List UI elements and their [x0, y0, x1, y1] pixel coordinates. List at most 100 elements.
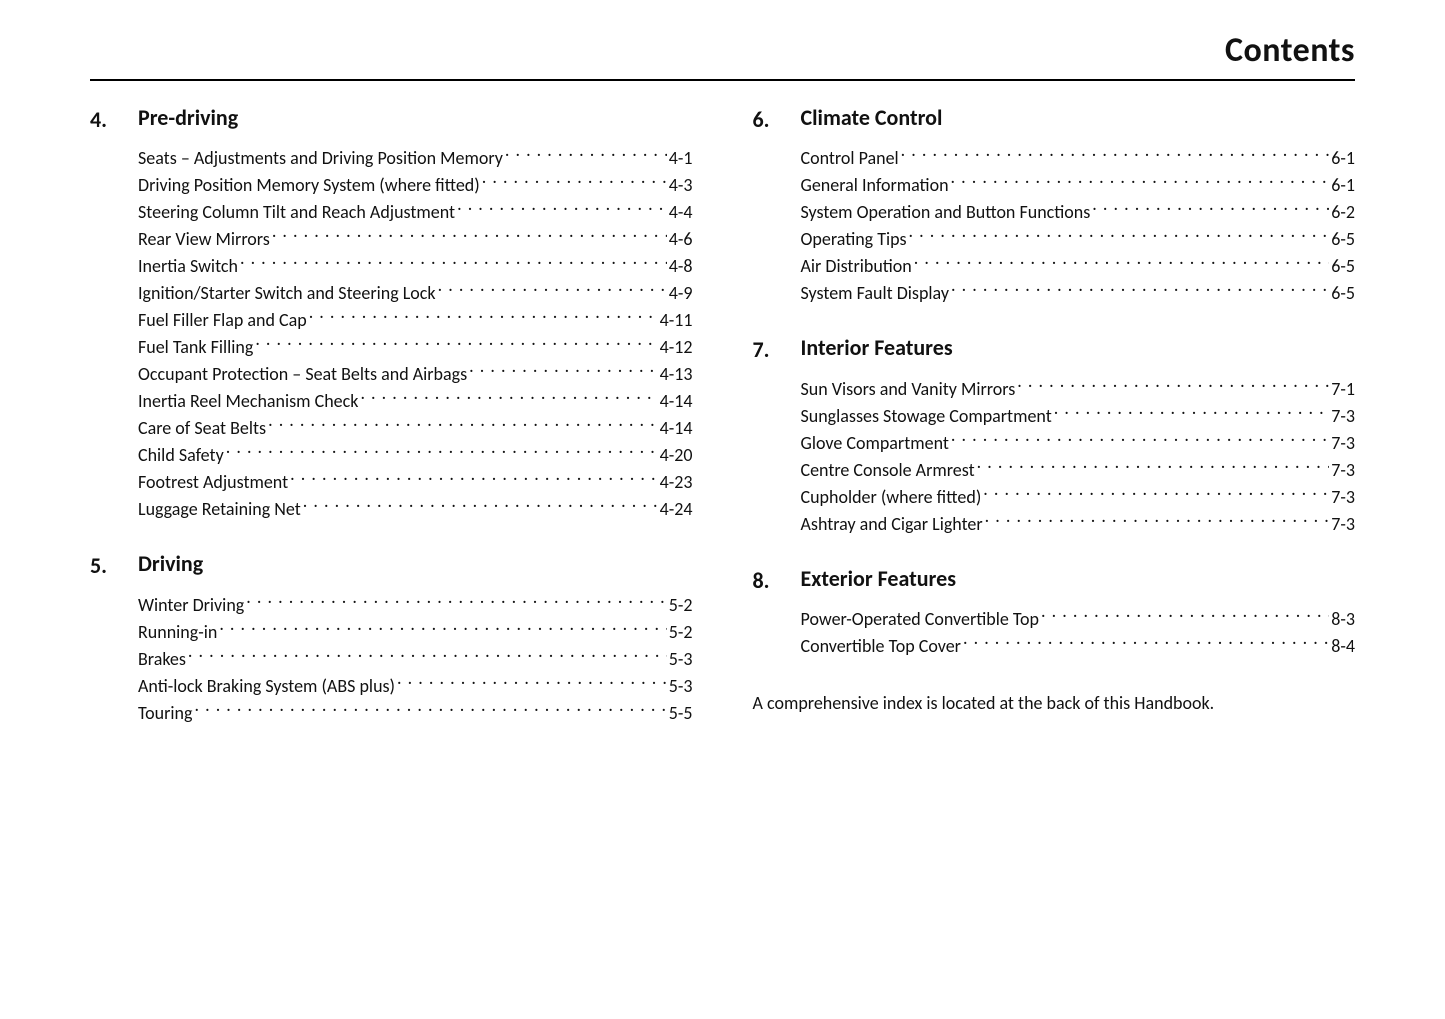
toc-entry: Operating Tips6-5	[801, 226, 1356, 253]
toc-entry-page: 4-14	[660, 388, 693, 415]
toc-leader-dots	[360, 389, 657, 407]
toc-entry-page: 5-3	[669, 646, 693, 673]
toc-leader-dots	[219, 620, 666, 638]
section-title: Interior Features	[801, 335, 1356, 361]
toc-entry: Ashtray and Cigar Lighter 7-3	[801, 511, 1356, 538]
toc-entry: Brakes 5-3	[138, 646, 693, 673]
toc-entry-label: Centre Console Armrest	[801, 457, 975, 484]
toc-leader-dots	[909, 227, 1330, 245]
section-number: 5.	[90, 551, 138, 726]
toc-leader-dots	[951, 281, 1329, 299]
toc-entry-label: Sun Visors and Vanity Mirrors	[801, 376, 1016, 403]
toc-entry-page: 7-3	[1331, 511, 1355, 538]
toc-entry: Steering Column Tilt and Reach Adjustmen…	[138, 199, 693, 226]
toc-entry-label: Care of Seat Belts	[138, 415, 266, 442]
toc-entry-page: 7-3	[1331, 430, 1355, 457]
section-body: Interior Features Sun Visors and Vanity M…	[801, 335, 1356, 537]
column-right: 6.Climate ControlControl Panel6-1General…	[753, 105, 1356, 755]
toc-entry: Convertible Top Cover 8-4	[801, 633, 1356, 660]
toc-leader-dots	[438, 281, 667, 299]
toc-entry-label: Control Panel	[801, 145, 899, 172]
toc-leader-dots	[469, 362, 657, 380]
toc-entry-page: 8-4	[1331, 633, 1355, 660]
toc-entry: Touring5-5	[138, 700, 693, 727]
toc-entry-label: Occupant Protection – Seat Belts and Air…	[138, 361, 467, 388]
toc-entry: Centre Console Armrest 7-3	[801, 457, 1356, 484]
toc-entry-page: 7-1	[1331, 376, 1355, 403]
section-body: Pre-drivingSeats – Adjustments and Drivi…	[138, 105, 693, 523]
toc-entry: Child Safety4-20	[138, 442, 693, 469]
toc-entry-label: Power-Operated Convertible Top	[801, 606, 1040, 633]
section-body: Climate ControlControl Panel6-1General I…	[801, 105, 1356, 307]
toc-entry-label: Ignition/Starter Switch and Steering Loc…	[138, 280, 436, 307]
toc-leader-dots	[290, 470, 657, 488]
toc-entry: Sunglasses Stowage Compartment 7-3	[801, 403, 1356, 430]
toc-entry-label: Steering Column Tilt and Reach Adjustmen…	[138, 199, 455, 226]
toc-leader-dots	[309, 308, 658, 326]
toc-entry-label: Cupholder (where fitted)	[801, 484, 982, 511]
toc-entry-page: 4-23	[660, 469, 693, 496]
toc-entry-page: 6-5	[1331, 280, 1355, 307]
toc-entry: Cupholder (where fitted)7-3	[801, 484, 1356, 511]
toc-leader-dots	[951, 431, 1329, 449]
toc-entry-page: 4-13	[660, 361, 693, 388]
toc-entry-label: Convertible Top Cover	[801, 633, 961, 660]
toc-entry-label: Inertia Switch	[138, 253, 238, 280]
toc-entry-label: Driving Position Memory System (where fi…	[138, 172, 480, 199]
toc-entry-label: Sunglasses Stowage Compartment	[801, 403, 1052, 430]
toc-entry: System Operation and Button Functions 6-2	[801, 199, 1356, 226]
toc-leader-dots	[977, 458, 1330, 476]
toc-leader-dots	[505, 146, 667, 164]
toc-entry-label: Anti-lock Braking System (ABS plus)	[138, 673, 395, 700]
toc-entry-page: 5-2	[669, 592, 693, 619]
toc-section: 5.DrivingWinter Driving5-2Running-in5-2B…	[90, 551, 693, 726]
toc-entry-page: 4-6	[669, 226, 693, 253]
section-body: Exterior FeaturesPower-Operated Converti…	[801, 566, 1356, 660]
contents-page: Contents 4.Pre-drivingSeats – Adjustment…	[0, 0, 1445, 1019]
toc-entry-page: 7-3	[1331, 457, 1355, 484]
toc-entry-page: 6-2	[1331, 199, 1355, 226]
toc-leader-dots	[246, 593, 666, 611]
page-title: Contents	[90, 30, 1355, 71]
toc-entry-label: Ashtray and Cigar Lighter	[801, 511, 983, 538]
toc-leader-dots	[983, 485, 1329, 503]
toc-leader-dots	[914, 254, 1329, 272]
toc-entry: Anti-lock Braking System (ABS plus)5-3	[138, 673, 693, 700]
toc-leader-dots	[482, 173, 667, 191]
toc-leader-dots	[1092, 200, 1329, 218]
toc-entry-page: 4-1	[669, 145, 693, 172]
columns: 4.Pre-drivingSeats – Adjustments and Dri…	[90, 105, 1355, 755]
toc-entry: Fuel Tank Filling4-12	[138, 334, 693, 361]
toc-entry-page: 7-3	[1331, 403, 1355, 430]
toc-entry: Footrest Adjustment 4-23	[138, 469, 693, 496]
toc-entry-label: System Operation and Button Functions	[801, 199, 1091, 226]
toc-entry-page: 4-8	[669, 253, 693, 280]
toc-leader-dots	[397, 674, 667, 692]
toc-leader-dots	[255, 335, 657, 353]
toc-entry-page: 6-1	[1331, 145, 1355, 172]
toc-entry-page: 4-4	[669, 199, 693, 226]
toc-entry-label: Brakes	[138, 646, 186, 673]
toc-entry-page: 4-9	[669, 280, 693, 307]
toc-leader-dots	[1017, 377, 1329, 395]
toc-entry-label: Footrest Adjustment	[138, 469, 288, 496]
toc-entry-label: Running-in	[138, 619, 217, 646]
toc-entry: Inertia Reel Mechanism Check4-14	[138, 388, 693, 415]
toc-leader-dots	[240, 254, 667, 272]
toc-entry-label: Rear View Mirrors	[138, 226, 270, 253]
toc-leader-dots	[268, 416, 658, 434]
section-number: 4.	[90, 105, 138, 523]
toc-entry: Air Distribution6-5	[801, 253, 1356, 280]
toc-entry-page: 8-3	[1331, 606, 1355, 633]
toc-entry-label: Luggage Retaining Net	[138, 496, 301, 523]
title-rule	[90, 79, 1355, 81]
toc-entry: Glove Compartment7-3	[801, 430, 1356, 457]
toc-leader-dots	[303, 497, 658, 515]
section-body: DrivingWinter Driving5-2Running-in5-2Bra…	[138, 551, 693, 726]
toc-section: 7.Interior FeaturesSun Visors and Vanity…	[753, 335, 1356, 537]
section-title: Driving	[138, 551, 693, 577]
toc-leader-dots	[963, 634, 1329, 652]
toc-entry-label: Touring	[138, 700, 192, 727]
toc-entry-label: Fuel Tank Filling	[138, 334, 253, 361]
toc-entry: Care of Seat Belts4-14	[138, 415, 693, 442]
